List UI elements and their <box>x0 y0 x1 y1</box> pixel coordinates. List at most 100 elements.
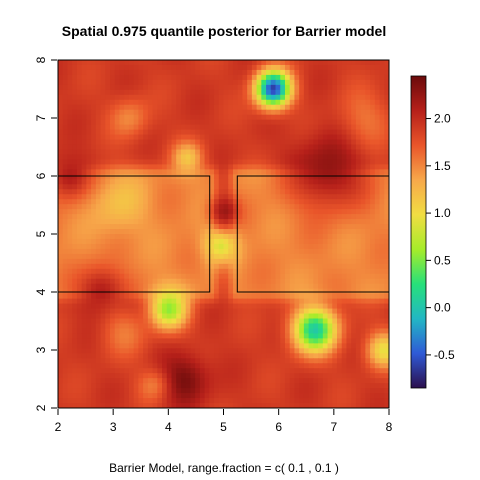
heatmap-cell <box>256 288 262 295</box>
heatmap-cell <box>237 288 244 295</box>
heatmap-cell <box>190 124 196 131</box>
heatmap-cell <box>365 164 371 170</box>
heatmap-cell <box>218 149 225 156</box>
heatmap-cell <box>190 154 196 161</box>
heatmap-cell <box>95 353 102 359</box>
heatmap-cell <box>171 114 177 121</box>
heatmap-cell <box>86 378 92 384</box>
heatmap-cell <box>157 253 163 260</box>
heatmap-cell <box>162 199 168 205</box>
heatmap-cell <box>308 134 314 141</box>
heatmap-cell <box>384 278 389 285</box>
heatmap-cell <box>199 278 206 285</box>
heatmap-cell <box>223 159 229 165</box>
heatmap-cell <box>242 383 248 389</box>
heatmap-cell <box>124 79 130 86</box>
heatmap-cell <box>370 134 376 141</box>
heatmap-cell <box>379 323 385 330</box>
heatmap-cell <box>289 258 296 265</box>
heatmap-cell <box>143 64 149 71</box>
heatmap-cell <box>199 388 206 394</box>
heatmap-cell <box>58 363 64 369</box>
heatmap-cell <box>284 164 291 170</box>
heatmap-cell <box>251 84 258 91</box>
heatmap-cell <box>143 303 149 310</box>
heatmap-cell <box>114 288 121 295</box>
heatmap-cell <box>157 204 163 210</box>
heatmap-cell <box>114 358 121 364</box>
heatmap-cell <box>251 323 258 330</box>
heatmap-cell <box>346 368 352 374</box>
heatmap-cell <box>147 368 154 374</box>
heatmap-cell <box>322 114 329 121</box>
heatmap-cell <box>318 358 324 364</box>
heatmap-cell <box>280 134 286 141</box>
heatmap-cell <box>110 169 116 175</box>
heatmap-cell <box>157 134 163 141</box>
heatmap-cell <box>62 194 69 200</box>
heatmap-cell <box>62 258 69 265</box>
heatmap-cell <box>384 109 389 116</box>
heatmap-cell <box>110 263 116 270</box>
heatmap-cell <box>237 169 244 175</box>
heatmap-cell <box>176 174 182 180</box>
heatmap-cell <box>318 174 324 180</box>
heatmap-cell <box>62 278 69 285</box>
heatmap-cell <box>308 209 314 215</box>
heatmap-cell <box>138 84 144 91</box>
heatmap-cell <box>313 248 319 255</box>
heatmap-cell <box>147 388 154 394</box>
heatmap-cell <box>261 273 267 280</box>
heatmap-cell <box>105 398 111 404</box>
heatmap-cell <box>86 119 92 126</box>
heatmap-cell <box>228 79 234 86</box>
heatmap-cell <box>280 353 286 359</box>
heatmap-cell <box>195 268 201 275</box>
heatmap-cell <box>327 303 333 310</box>
heatmap-cell <box>176 258 182 265</box>
heatmap-cell <box>176 99 182 106</box>
heatmap-cell <box>284 109 291 116</box>
heatmap-cell <box>247 184 253 190</box>
heatmap-cell <box>199 273 206 280</box>
heatmap-cell <box>91 383 97 389</box>
heatmap-cell <box>105 109 111 116</box>
heatmap-cell <box>114 283 121 290</box>
heatmap-cell <box>119 234 125 240</box>
heatmap-cell <box>284 199 291 205</box>
heatmap-cell <box>332 174 338 180</box>
heatmap-cell <box>143 338 149 344</box>
heatmap-cell <box>360 398 366 404</box>
heatmap-cell <box>195 253 201 260</box>
heatmap-cell <box>62 179 69 185</box>
heatmap-cell <box>237 323 244 330</box>
heatmap-cell <box>190 204 196 210</box>
heatmap-cell <box>91 293 97 300</box>
heatmap-cell <box>214 363 220 369</box>
heatmap-cell <box>303 159 310 165</box>
heatmap-cell <box>351 258 357 265</box>
heatmap-cell <box>365 94 371 101</box>
heatmap-cell <box>336 303 343 310</box>
heatmap-cell <box>58 119 64 126</box>
heatmap-cell <box>62 268 69 275</box>
heatmap-cell <box>228 129 234 136</box>
heatmap-cell <box>308 234 314 240</box>
heatmap-cell <box>284 308 291 315</box>
heatmap-cell <box>143 60 149 66</box>
heatmap-cell <box>95 403 102 408</box>
heatmap-cell <box>218 293 225 300</box>
heatmap-cell <box>223 84 229 91</box>
heatmap-cell <box>355 74 362 81</box>
heatmap-cell <box>294 388 300 394</box>
heatmap-cell <box>379 403 385 408</box>
heatmap-cell <box>185 109 191 116</box>
heatmap-cell <box>374 388 381 394</box>
heatmap-cell <box>303 253 310 260</box>
heatmap-cell <box>237 343 244 349</box>
heatmap-cell <box>114 393 121 399</box>
heatmap-cell <box>384 373 389 379</box>
heatmap-cell <box>251 69 258 76</box>
heatmap-cell <box>275 64 281 71</box>
heatmap-cell <box>261 189 267 195</box>
